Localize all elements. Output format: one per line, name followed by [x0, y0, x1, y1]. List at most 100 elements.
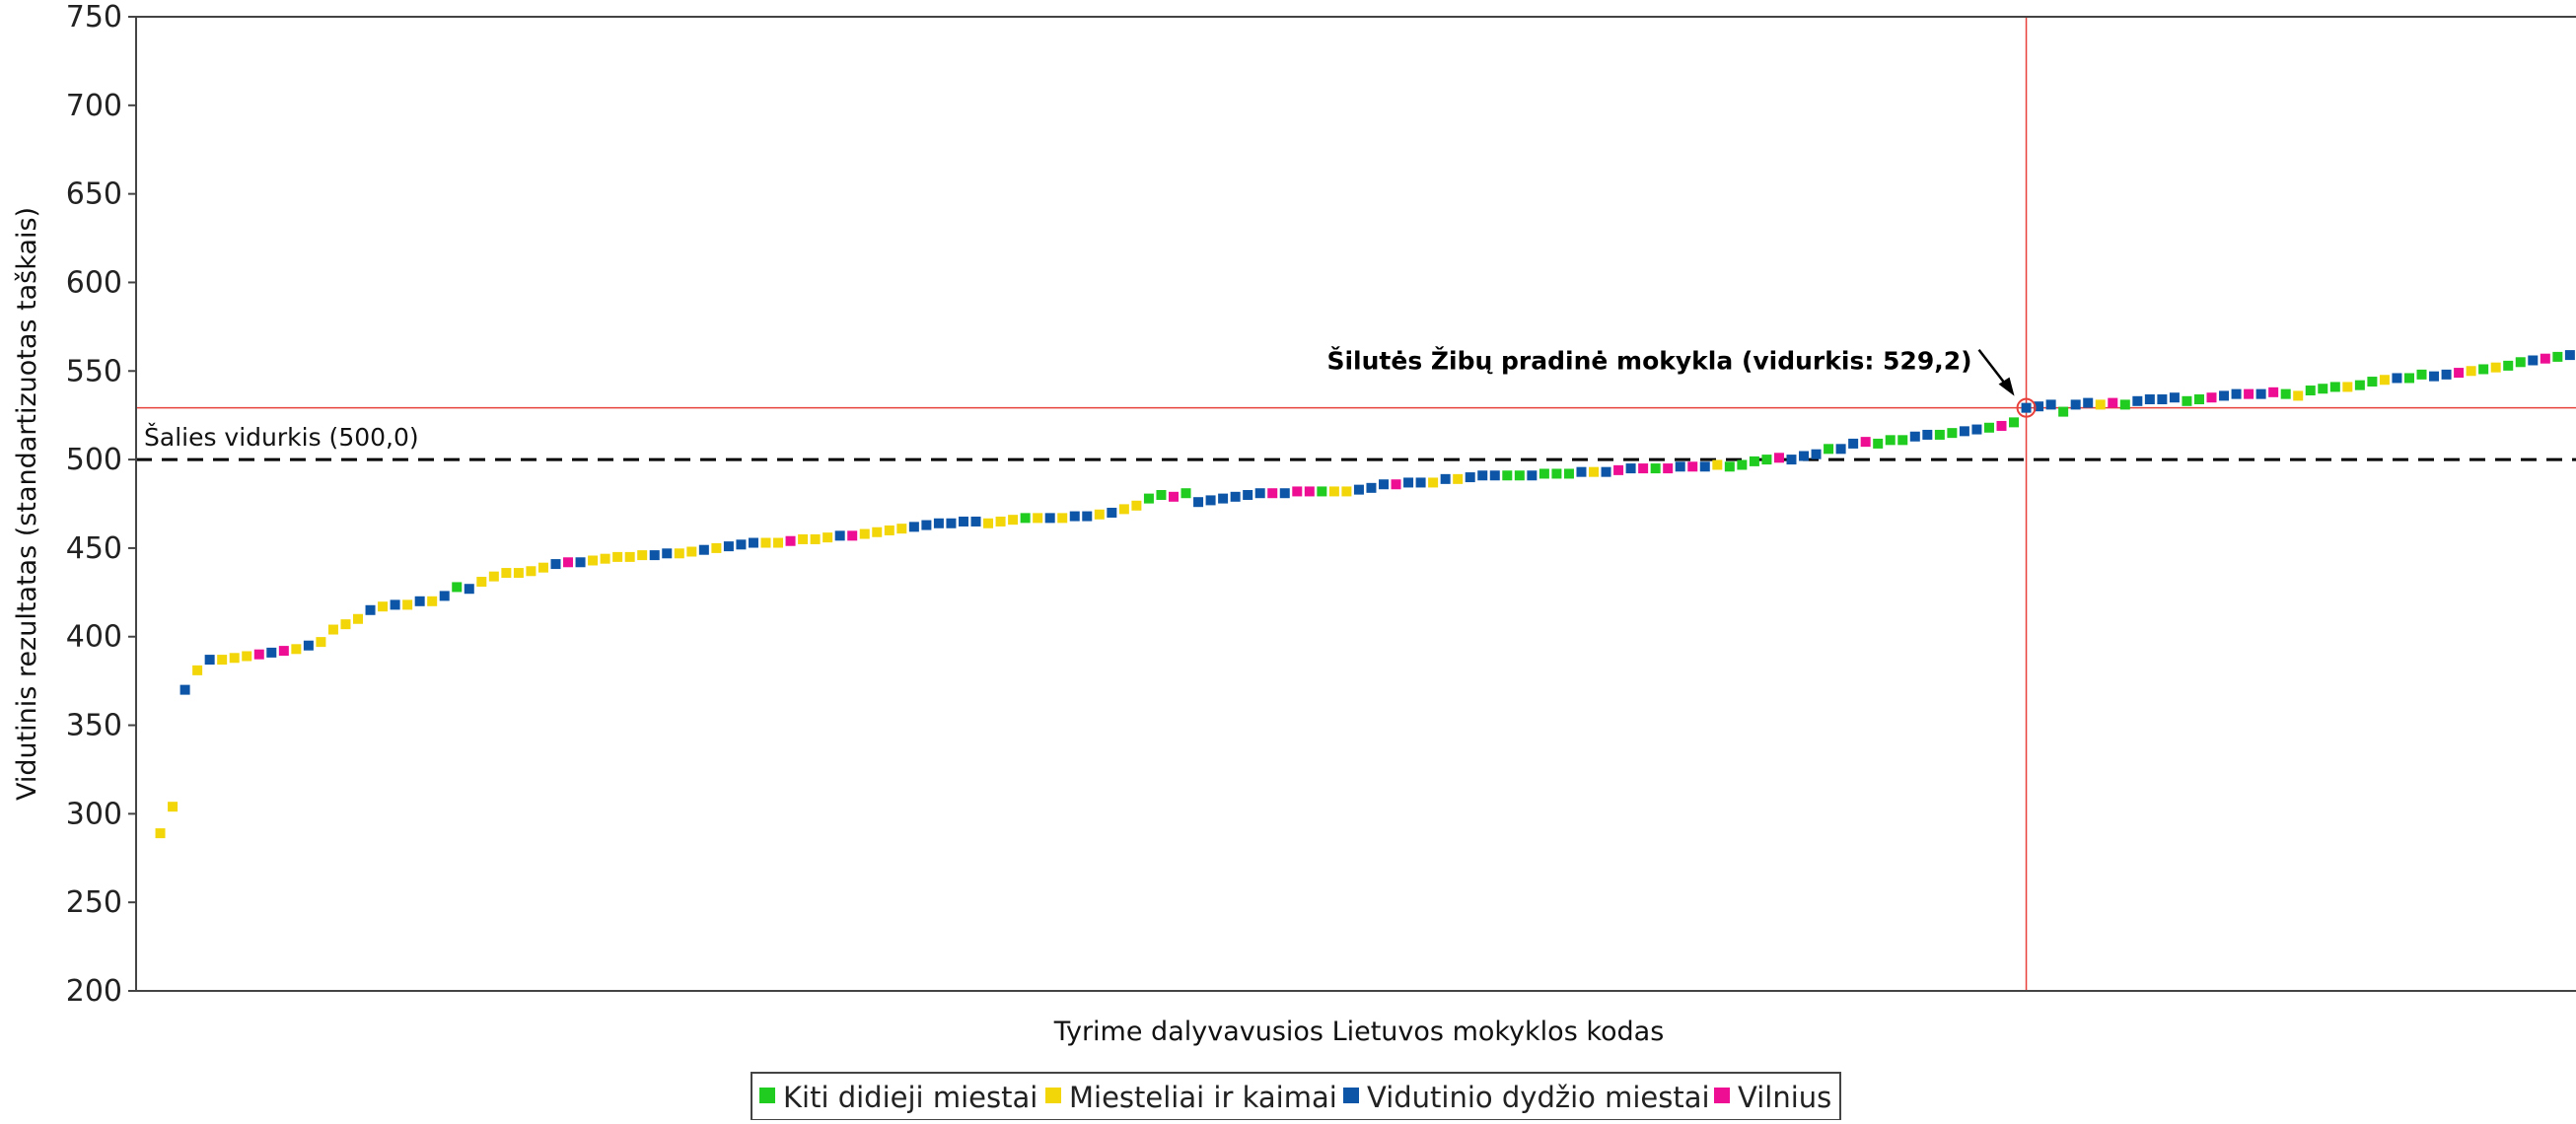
data-point [476, 577, 487, 588]
data-point [563, 557, 574, 568]
data-point [1317, 486, 1327, 497]
data-point [859, 528, 870, 539]
data-point [662, 548, 673, 559]
data-point [2083, 397, 2094, 408]
data-point [995, 516, 1006, 527]
annotation-arrowhead [1998, 377, 2015, 396]
data-point [2379, 375, 2390, 386]
data-point [1205, 495, 1216, 506]
data-point [1094, 509, 1105, 520]
data-point [2058, 406, 2069, 417]
data-point [1983, 422, 1994, 433]
data-point [1613, 464, 1624, 475]
data-point [1712, 459, 1723, 470]
data-point [1749, 456, 1759, 466]
data-point [1156, 490, 1167, 501]
data-point [2540, 353, 2550, 364]
data-point [1353, 484, 1364, 495]
data-point [711, 542, 722, 553]
data-point [427, 596, 438, 606]
data-point [1082, 511, 1093, 522]
data-point [1033, 513, 1043, 524]
data-point [1947, 428, 1958, 439]
data-point [1181, 488, 1191, 499]
highlight-marker [2016, 397, 2037, 418]
data-point [2231, 388, 2242, 399]
data-point [1379, 479, 1389, 490]
data-point [2206, 392, 2217, 403]
data-point [414, 596, 425, 606]
data-point [1848, 438, 1859, 449]
data-point [1897, 435, 1908, 446]
y-tick-label: 400 [66, 620, 122, 655]
data-point [402, 599, 413, 610]
data-point [1415, 477, 1426, 488]
data-point [2305, 386, 2316, 396]
data-point [1008, 515, 1019, 526]
data-point [785, 535, 796, 546]
data-point [2329, 382, 2340, 392]
data-point [537, 562, 548, 573]
data-point [2293, 390, 2304, 401]
data-point [253, 649, 264, 660]
legend-swatch [759, 1088, 775, 1103]
y-axis-ticks: 200 250 300 350 400 450 500 550 600 650 700 750 [66, 0, 136, 1009]
data-point [1107, 507, 1117, 518]
y-tick-label: 450 [66, 531, 122, 566]
legend: Kiti didieji miestai Miesteliai ir kaimai… [751, 1072, 1841, 1121]
data-point [1589, 466, 1600, 477]
data-point [1563, 468, 1574, 479]
data-point [1328, 486, 1339, 497]
x-axis-title: Tyrime dalyvavusios Lietuvos mokyklos ko… [1053, 1017, 1665, 1047]
data-point [217, 655, 228, 666]
data-point [674, 548, 684, 559]
data-point [2503, 360, 2514, 371]
data-point [464, 584, 474, 595]
data-point [649, 550, 660, 561]
y-tick-label: 250 [66, 885, 122, 920]
data-point [1538, 468, 1549, 479]
data-point [1044, 513, 1055, 524]
data-point [1959, 426, 1969, 437]
data-point [1243, 490, 1253, 501]
data-point [204, 655, 215, 666]
data-point [2119, 399, 2130, 410]
data-point [1218, 493, 1229, 504]
y-tick-label: 750 [66, 0, 122, 35]
data-point [378, 601, 389, 612]
data-point [1391, 479, 1401, 490]
data-point [588, 555, 599, 566]
data-point [2193, 394, 2204, 405]
reference-lines [136, 17, 2576, 991]
data-point [2045, 399, 2056, 410]
data-point [1279, 488, 1290, 499]
data-point [637, 550, 648, 561]
data-point [2392, 373, 2402, 384]
data-point [2182, 395, 2192, 406]
data-point [2454, 368, 2465, 379]
data-point [192, 665, 203, 675]
data-point [1057, 513, 1068, 524]
data-point [1453, 473, 1464, 484]
data-point [2157, 394, 2168, 405]
data-point [921, 520, 932, 530]
data-point [1885, 435, 1896, 446]
data-point [1143, 493, 1154, 504]
data-point [2528, 355, 2539, 366]
axes [135, 16, 2576, 992]
data-point [2255, 388, 2266, 399]
data-point [1230, 491, 1241, 502]
data-point [970, 516, 981, 527]
data-point [155, 828, 166, 839]
plot-area-frame [135, 16, 2576, 992]
data-point [229, 653, 240, 664]
data-point [1922, 429, 1933, 440]
data-point [390, 599, 400, 610]
data-point [823, 532, 833, 543]
data-point [1428, 477, 1439, 488]
data-point [736, 539, 747, 550]
data-point [2416, 369, 2427, 380]
data-point [303, 640, 314, 651]
data-point [1824, 444, 1834, 455]
data-point [2144, 394, 2155, 405]
